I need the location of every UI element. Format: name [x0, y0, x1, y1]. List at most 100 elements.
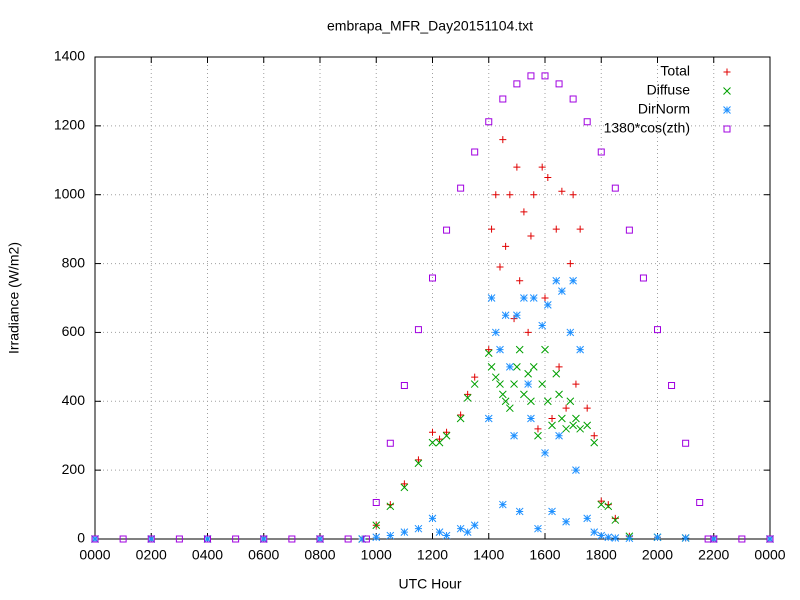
point	[471, 148, 479, 156]
point	[520, 208, 528, 216]
point	[572, 466, 580, 474]
point	[505, 404, 514, 413]
point	[429, 428, 436, 436]
point	[611, 514, 619, 522]
point	[386, 531, 395, 540]
point	[443, 226, 451, 234]
point	[583, 404, 591, 412]
point	[668, 381, 676, 389]
point	[288, 535, 296, 543]
point	[534, 431, 542, 440]
point	[400, 483, 409, 492]
point	[766, 535, 774, 543]
point	[555, 390, 563, 399]
point	[470, 521, 479, 530]
point	[516, 277, 524, 285]
point	[576, 345, 585, 354]
chart-title: embrapa_MFR_Day20151104.txt	[327, 18, 533, 34]
y-tick-label: 200	[62, 461, 86, 477]
x-tick-label: 0400	[192, 547, 223, 563]
point	[443, 428, 451, 436]
point	[259, 535, 268, 543]
point	[681, 534, 690, 542]
point	[414, 456, 422, 464]
point	[372, 533, 381, 542]
point	[538, 380, 547, 388]
x-tick-label: 1600	[529, 547, 560, 563]
point	[428, 438, 437, 447]
point	[344, 535, 352, 543]
point	[260, 535, 268, 543]
point	[435, 528, 444, 536]
point	[766, 535, 774, 543]
point	[414, 326, 422, 334]
y-tick-label: 1400	[54, 48, 85, 64]
x-tick-label: 1200	[417, 547, 448, 563]
point	[204, 535, 211, 543]
point	[696, 499, 704, 507]
point	[527, 397, 535, 406]
y-tick-label: 600	[62, 323, 86, 339]
point	[555, 363, 563, 371]
point	[583, 514, 592, 523]
point	[590, 432, 598, 440]
point	[232, 535, 240, 543]
point	[566, 260, 574, 268]
point	[541, 449, 549, 457]
x-tick-label: 2000	[642, 547, 673, 563]
x-tick-label: 0600	[248, 547, 279, 563]
point	[611, 516, 620, 524]
point	[597, 500, 606, 509]
y-tick-label: 400	[62, 392, 86, 408]
point	[548, 507, 556, 516]
legend-marker	[723, 87, 731, 95]
point	[544, 174, 552, 181]
point	[538, 321, 547, 330]
point	[414, 459, 423, 468]
point	[541, 294, 549, 302]
point	[463, 528, 472, 536]
point	[442, 431, 451, 440]
point	[548, 421, 556, 430]
point	[520, 390, 528, 399]
x-tick-label: 0000	[79, 547, 110, 563]
point	[498, 390, 507, 399]
point	[485, 346, 493, 354]
point	[496, 263, 504, 271]
point	[558, 187, 566, 195]
point	[471, 373, 479, 381]
point	[463, 393, 472, 402]
point	[534, 524, 542, 533]
point	[597, 148, 605, 156]
point	[119, 535, 127, 543]
legend-marker	[723, 68, 731, 76]
point	[566, 328, 575, 337]
point	[527, 414, 535, 423]
point	[611, 534, 620, 542]
y-tick-label: 800	[62, 254, 86, 270]
point	[429, 274, 436, 282]
point	[414, 524, 423, 533]
point	[442, 531, 451, 540]
point	[456, 414, 465, 423]
point	[386, 439, 394, 447]
point	[552, 276, 561, 285]
point	[569, 95, 577, 103]
legend-marker	[723, 106, 731, 114]
point	[597, 497, 605, 505]
point	[501, 397, 510, 406]
point	[435, 438, 444, 447]
point	[709, 535, 718, 543]
point	[555, 80, 563, 88]
point	[527, 232, 535, 240]
point	[552, 369, 561, 378]
point	[400, 381, 408, 389]
point	[513, 311, 521, 320]
point	[566, 397, 575, 406]
point	[562, 517, 570, 526]
legend-marker	[723, 125, 731, 133]
point	[597, 531, 606, 540]
point	[457, 184, 465, 192]
point	[505, 363, 514, 371]
point	[604, 533, 613, 542]
